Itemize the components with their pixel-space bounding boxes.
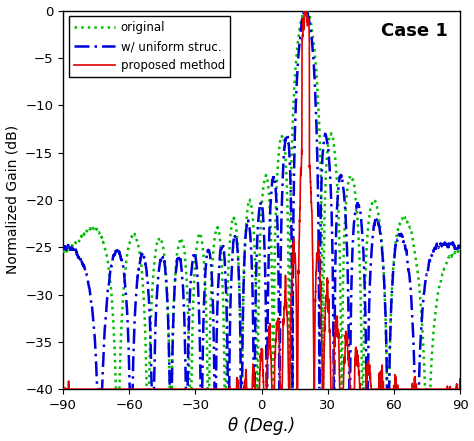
Line: w/ uniform struc.: w/ uniform struc. — [63, 11, 460, 389]
Y-axis label: Normalized Gain (dB): Normalized Gain (dB) — [6, 125, 19, 274]
w/ uniform struc. — [60, 246, 66, 251]
proposed method — [171, 386, 177, 392]
proposed method — [145, 386, 151, 392]
original — [457, 247, 463, 253]
w/ uniform struc. — [146, 285, 151, 291]
original — [113, 386, 118, 392]
original — [171, 299, 177, 304]
w/ uniform struc. — [419, 306, 425, 311]
Line: original: original — [63, 11, 460, 389]
w/ uniform struc. — [301, 8, 307, 13]
w/ uniform struc. — [457, 244, 463, 250]
original — [307, 17, 313, 22]
original — [146, 386, 151, 392]
w/ uniform struc. — [171, 299, 177, 304]
proposed method — [419, 386, 425, 392]
proposed method — [300, 22, 306, 28]
Line: proposed method: proposed method — [63, 11, 460, 389]
proposed method — [307, 170, 313, 175]
proposed method — [60, 386, 66, 392]
w/ uniform struc. — [94, 386, 100, 392]
original — [419, 329, 425, 335]
original — [457, 247, 463, 253]
proposed method — [301, 8, 307, 13]
Text: Case 1: Case 1 — [381, 22, 448, 40]
original — [303, 8, 309, 14]
original — [301, 11, 306, 16]
w/ uniform struc. — [307, 25, 313, 30]
original — [60, 248, 66, 254]
w/ uniform struc. — [457, 245, 463, 250]
proposed method — [457, 386, 463, 392]
proposed method — [457, 376, 463, 381]
w/ uniform struc. — [301, 12, 306, 18]
X-axis label: θ (Deg.): θ (Deg.) — [228, 418, 295, 435]
Legend: original, w/ uniform struc., proposed method: original, w/ uniform struc., proposed me… — [69, 16, 230, 77]
